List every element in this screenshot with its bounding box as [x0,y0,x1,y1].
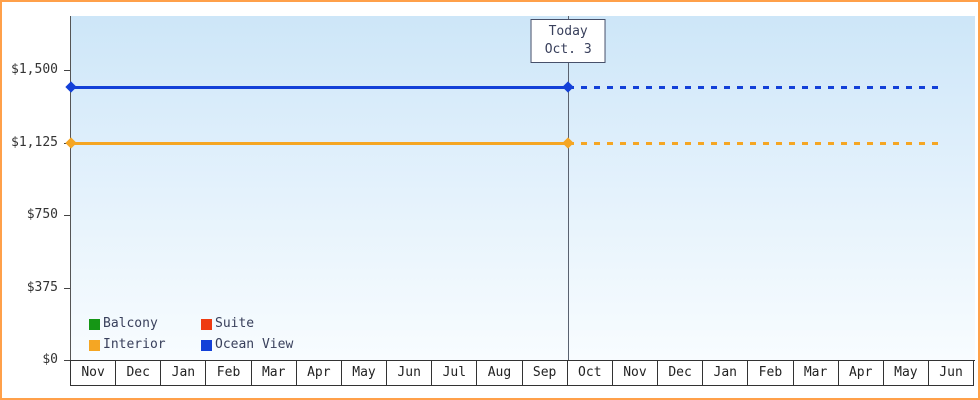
today-label-box: Today Oct. 3 [530,19,606,63]
ocean-view-solid-segment [71,86,569,90]
month-cell: Aug [477,361,523,385]
y-axis-label: $1,500 [11,62,58,77]
legend-label: Suite [215,316,255,331]
data-point-marker-icon [562,136,574,149]
plot-area: Today Oct. 3 Balcony Suite Interior [65,16,975,361]
ocean-view-dotted-segment [568,86,939,90]
month-cell: May [342,361,388,385]
ocean-view-swatch-icon [201,339,212,351]
y-axis-label: $0 [42,352,58,367]
month-cell: Jun [939,365,963,380]
month-cell: Feb [748,361,794,385]
y-axis-label: $1,125 [11,134,58,150]
y-axis-tick-mark [64,287,70,289]
month-cell: Jun [387,361,433,385]
month-cell: Nov [71,361,117,385]
legend-item-balcony: Balcony [89,317,197,331]
interior-solid-segment [71,141,569,145]
y-axis-tick-mark [64,360,70,361]
legend-item-interior: Interior [89,338,197,352]
month-cell: Jan [161,361,207,385]
month-cell: Apr [839,361,884,385]
y-axis-label: $750 [26,207,58,222]
x-axis-month-row: Nov Dec Jan Feb Mar Apr May Jun Jul Aug … [70,360,974,386]
today-label-line1: Today [548,24,588,39]
month-cell: Mar [252,361,297,385]
today-label-line2: Oct. 3 [544,42,592,57]
data-point-marker-icon [562,81,574,94]
legend-item-suite: Suite [201,317,293,331]
balcony-swatch-icon [89,318,100,330]
interior-dotted-segment [568,141,939,145]
legend-item-ocean-view: Ocean View [201,338,293,352]
month-cell: Jul [432,361,478,385]
legend-label: Ocean View [215,337,294,352]
data-point-marker-icon [65,81,77,94]
month-cell: Apr [297,361,342,385]
data-point-marker-icon [65,136,77,149]
y-axis-tick-mark [64,70,70,71]
legend: Balcony Suite Interior Ocean View [89,317,293,352]
month-cell: May [884,361,929,385]
month-cell: Sep [523,361,568,385]
month-cell: Dec [658,361,704,385]
month-cell: Dec [116,361,162,385]
y-axis-label: $375 [26,279,58,295]
series-line-ocean-view [65,81,975,94]
month-cell: Mar [794,361,839,385]
month-cell: Feb [206,361,252,385]
today-vertical-line [568,16,570,360]
month-cell: Jan [703,361,749,385]
y-axis-tick-mark [64,215,70,216]
legend-label: Balcony [103,316,158,331]
suite-swatch-icon [201,318,212,330]
series-line-interior [65,136,975,149]
month-cell: Oct [568,361,613,385]
legend-label: Interior [103,337,166,352]
month-cell: Nov [613,361,659,385]
interior-swatch-icon [89,339,100,351]
